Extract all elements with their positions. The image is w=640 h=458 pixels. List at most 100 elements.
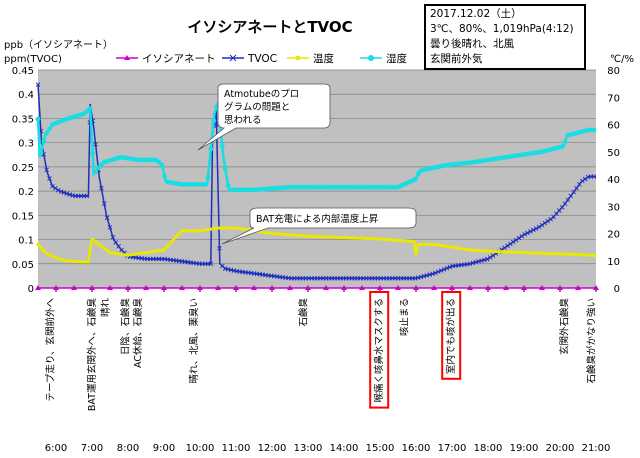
- data-point: [439, 243, 443, 247]
- data-point: [82, 260, 86, 264]
- left-tick-label: 0.05: [12, 260, 34, 271]
- data-point: [229, 226, 233, 230]
- data-point: [125, 285, 131, 290]
- data-point: [514, 250, 518, 254]
- data-point: [554, 252, 558, 256]
- data-point: [47, 176, 52, 181]
- x-tick-label: 12:00: [258, 443, 287, 454]
- event-text: 晴れ: [100, 298, 112, 318]
- data-point: [445, 244, 449, 248]
- data-point: [42, 249, 46, 253]
- data-point: [485, 249, 489, 253]
- right-axis-label: ℃/%: [610, 54, 634, 65]
- data-point: [266, 231, 270, 235]
- data-point: [192, 229, 196, 233]
- data-point: [436, 243, 440, 247]
- data-point: [542, 220, 548, 226]
- data-point: [35, 285, 41, 290]
- data-point: [151, 249, 155, 253]
- data-point: [560, 252, 564, 256]
- data-point: [327, 235, 331, 239]
- data-point: [552, 252, 556, 256]
- data-point: [487, 255, 493, 260]
- event-label: 石鹸臭: [298, 298, 310, 327]
- data-point: [467, 285, 473, 290]
- data-point: [490, 253, 496, 258]
- data-point: [517, 250, 521, 254]
- data-point: [376, 237, 380, 241]
- data-point: [287, 233, 291, 237]
- info-location: 玄関前外気: [430, 53, 483, 65]
- data-point: [159, 162, 165, 168]
- left-tick-label: 0.1: [18, 236, 34, 247]
- data-point: [448, 245, 452, 249]
- left-tick-label: 0.35: [12, 114, 34, 125]
- data-point: [183, 229, 187, 233]
- event-text: 咳止まる: [398, 298, 410, 336]
- data-point: [47, 126, 52, 132]
- data-point: [246, 228, 250, 232]
- data-point: [212, 227, 216, 231]
- x-tick-label: 8:00: [117, 443, 139, 454]
- data-point: [85, 260, 89, 264]
- legend-label: 温度: [313, 52, 334, 65]
- highlight-box: [441, 291, 462, 380]
- data-point: [566, 252, 570, 256]
- data-point: [373, 237, 377, 241]
- data-point: [575, 285, 581, 290]
- data-point: [433, 243, 437, 247]
- data-point: [543, 251, 547, 255]
- data-point: [55, 187, 61, 193]
- x-tick-label: 6:00: [45, 443, 67, 454]
- data-point: [359, 236, 363, 240]
- data-point: [353, 236, 357, 240]
- data-point: [575, 253, 579, 257]
- data-point: [408, 239, 412, 243]
- data-point: [537, 251, 541, 255]
- bubble-text: BAT充電による内部温度上昇: [256, 213, 379, 225]
- data-point: [480, 249, 484, 253]
- data-point: [140, 251, 144, 255]
- data-point: [497, 250, 501, 254]
- data-point: [491, 249, 495, 253]
- data-point: [379, 237, 383, 241]
- data-point: [519, 233, 525, 239]
- highlight-box: [369, 291, 390, 409]
- data-point: [344, 236, 348, 240]
- data-point: [108, 251, 112, 255]
- x-tick-label: 13:00: [294, 443, 323, 454]
- data-point: [580, 253, 584, 257]
- data-point: [485, 285, 491, 290]
- data-point: [545, 218, 551, 224]
- event-text: BAT運用玄関外へ、石鹸臭: [86, 298, 98, 412]
- data-point: [211, 118, 217, 124]
- data-point: [393, 238, 397, 242]
- data-point: [73, 259, 77, 263]
- data-point: [593, 285, 599, 290]
- bubble-text-line: グラムの問題と: [224, 101, 290, 113]
- data-point: [305, 285, 311, 290]
- data-point: [41, 138, 47, 144]
- data-point: [284, 233, 288, 237]
- data-point: [419, 242, 423, 246]
- data-point: [168, 241, 172, 245]
- legend-label: 湿度: [386, 52, 407, 65]
- data-point: [215, 285, 221, 290]
- data-point: [62, 258, 66, 262]
- event-text: テープ走り、玄関前外へ: [45, 298, 57, 402]
- data-point: [503, 285, 509, 290]
- data-point: [76, 259, 80, 263]
- data-point: [93, 168, 98, 174]
- data-point: [384, 237, 388, 241]
- data-point: [433, 270, 438, 276]
- data-point: [232, 226, 236, 230]
- data-point: [416, 242, 420, 246]
- data-point: [330, 235, 334, 239]
- legend-label: TVOC: [247, 53, 277, 65]
- data-point: [533, 226, 539, 231]
- event-label-boxed: 喉痛く咳鼻水マスクする: [369, 291, 390, 409]
- data-point: [563, 252, 567, 256]
- event-text: 室内でも咳が出る: [445, 298, 457, 374]
- data-point: [522, 232, 528, 237]
- data-point: [387, 238, 391, 242]
